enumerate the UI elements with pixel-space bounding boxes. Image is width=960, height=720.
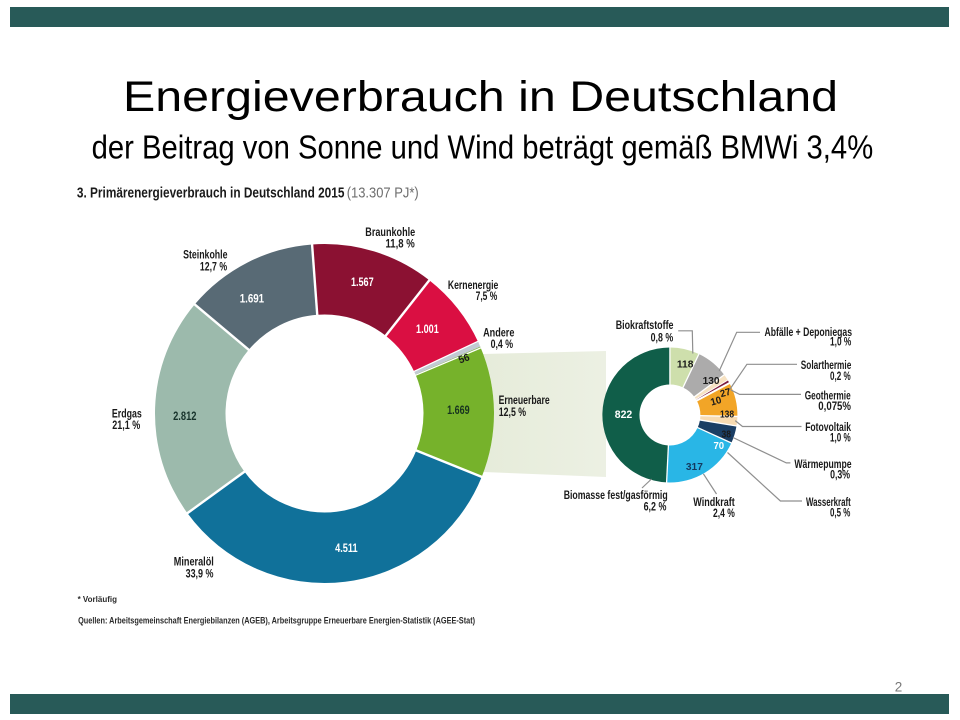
svg-text:Windkraft: Windkraft [693, 497, 735, 509]
svg-text:Quellen: Arbeitsgemeinschaft E: Quellen: Arbeitsgemeinschaft Energiebila… [78, 616, 475, 627]
svg-text:130: 130 [703, 376, 720, 387]
svg-text:3. Primärenergieverbrauch in D: 3. Primärenergieverbrauch in Deutschland… [77, 184, 345, 201]
svg-text:11,8 %: 11,8 % [386, 239, 415, 251]
svg-text:4.511: 4.511 [335, 541, 358, 555]
svg-text:1.669: 1.669 [447, 403, 470, 417]
svg-text:der Beitrag von Sonne und Wind: der Beitrag von Sonne und Wind beträgt g… [92, 129, 874, 166]
svg-text:27: 27 [719, 387, 732, 400]
svg-text:6,2 %: 6,2 % [644, 501, 667, 513]
svg-text:1,0 %: 1,0 % [830, 433, 851, 445]
svg-text:70: 70 [713, 441, 724, 452]
svg-text:0,8 %: 0,8 % [651, 333, 674, 345]
svg-text:2,4 %: 2,4 % [713, 508, 735, 520]
svg-text:0,5 %: 0,5 % [830, 507, 850, 519]
svg-text:Solarthermie: Solarthermie [801, 360, 852, 372]
svg-text:7,5 %: 7,5 % [476, 291, 498, 303]
svg-text:21,1 %: 21,1 % [112, 420, 140, 432]
svg-text:Geothermie: Geothermie [805, 390, 851, 402]
svg-text:Energieverbrauch in Deutschlan: Energieverbrauch in Deutschland [123, 73, 838, 121]
svg-text:1,0 %: 1,0 % [830, 336, 851, 348]
svg-text:822: 822 [615, 409, 633, 421]
svg-text:Braunkohle: Braunkohle [365, 227, 415, 239]
svg-text:(13.307 PJ*): (13.307 PJ*) [347, 184, 419, 201]
svg-text:Andere: Andere [483, 328, 514, 340]
svg-text:Abfälle + Deponiegas: Abfälle + Deponiegas [765, 327, 853, 339]
svg-text:1.691: 1.691 [240, 292, 265, 306]
svg-text:Mineralöl: Mineralöl [174, 557, 214, 569]
svg-text:12,5 %: 12,5 % [499, 407, 526, 419]
svg-text:12,7 %: 12,7 % [200, 262, 227, 274]
svg-text:* Vorläufig: * Vorläufig [78, 595, 118, 604]
svg-text:Biomasse fest/gasförmig: Biomasse fest/gasförmig [564, 490, 668, 502]
svg-text:118: 118 [677, 359, 694, 370]
svg-text:Fotovoltaik: Fotovoltaik [805, 422, 851, 434]
svg-text:1.001: 1.001 [416, 322, 439, 336]
svg-text:33,9 %: 33,9 % [186, 568, 214, 580]
svg-text:0,2 %: 0,2 % [830, 371, 851, 383]
svg-text:Kernenergie: Kernenergie [448, 280, 498, 292]
svg-text:Wärmepumpe: Wärmepumpe [794, 459, 851, 471]
svg-text:2.812: 2.812 [173, 409, 197, 423]
svg-text:Erneuerbare: Erneuerbare [499, 395, 550, 407]
svg-text:138: 138 [720, 409, 734, 420]
svg-text:2: 2 [895, 680, 903, 695]
svg-text:1.567: 1.567 [351, 275, 374, 289]
svg-text:Wasserkraft: Wasserkraft [806, 497, 851, 509]
svg-text:Erdgas: Erdgas [112, 409, 142, 421]
svg-text:0,4 %: 0,4 % [491, 339, 514, 351]
svg-text:Biokraftstoffe: Biokraftstoffe [616, 320, 674, 332]
svg-text:38: 38 [721, 430, 731, 441]
svg-text:0,075%: 0,075% [818, 401, 851, 413]
svg-text:56: 56 [457, 351, 472, 366]
svg-text:0,3%: 0,3% [830, 470, 850, 482]
svg-text:10: 10 [709, 395, 723, 409]
svg-text:317: 317 [686, 462, 703, 473]
svg-text:Steinkohle: Steinkohle [183, 250, 227, 262]
